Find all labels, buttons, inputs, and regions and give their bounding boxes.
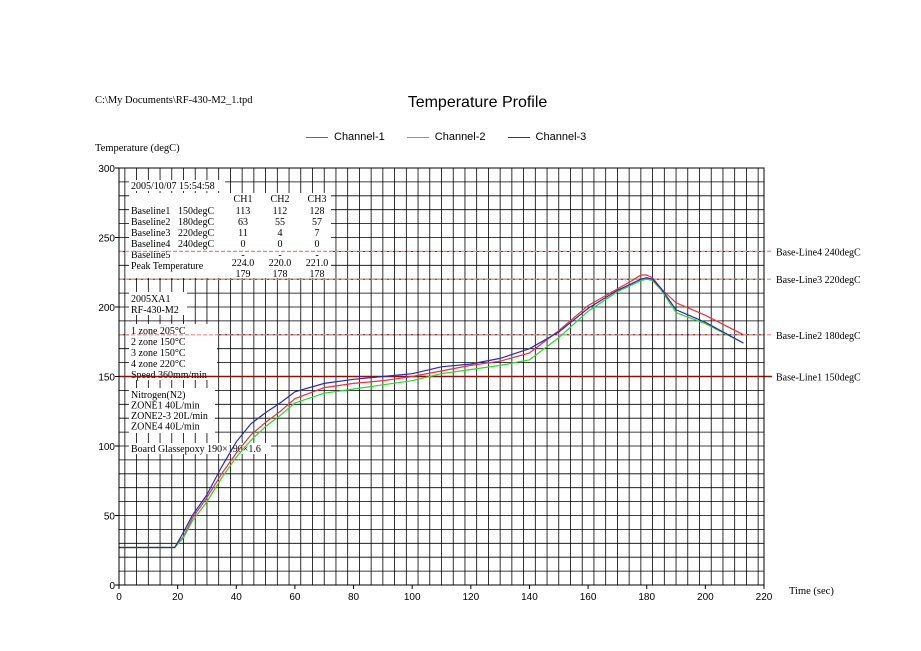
peak-temperature-value: 221.0 <box>306 258 329 269</box>
nitrogen-line: Nitrogen(N2) <box>131 390 185 401</box>
file-path: C:\My Documents\RF-430-M2_1.tpd <box>95 95 253 106</box>
peak-temperature-value: 220.0 <box>269 258 292 269</box>
x-tick-label: 80 <box>348 592 360 603</box>
info-row-value: 55 <box>275 217 285 228</box>
info-row-setting: 150degC <box>178 206 214 217</box>
x-tick-label: 40 <box>231 592 243 603</box>
y-tick-label: 200 <box>98 303 115 314</box>
x-tick-label: 0 <box>116 592 122 603</box>
x-tick-label: 220 <box>756 592 773 603</box>
series-line-channel-3 <box>119 277 744 549</box>
info-row-value: - <box>278 250 281 261</box>
info-row-value: 7 <box>315 228 320 239</box>
info-column-header: CH2 <box>271 194 290 205</box>
y-tick-label: 50 <box>104 512 116 523</box>
baselines: Base-Line1 150degC Base-Line2 180degC Base… <box>119 247 861 384</box>
zone-line: 1 zone 205°C <box>131 326 186 337</box>
nitrogen-line: ZONE1 40L/min <box>131 401 200 412</box>
y-tick-label: 250 <box>98 234 115 245</box>
peak-time-value: 179 <box>236 269 251 280</box>
x-tick-label: 60 <box>289 592 301 603</box>
x-axis-label: Time (sec) <box>789 586 834 597</box>
y-axis-label: Temperature (degC) <box>95 143 180 154</box>
info-row-setting: 220degC <box>178 228 214 239</box>
info-row-value: 112 <box>273 206 288 217</box>
info-row-setting: 180degC <box>178 217 214 228</box>
y-tick-label: 100 <box>98 442 115 453</box>
info-row-label: Baseline1 <box>131 206 170 217</box>
baseline-label: Base-Line4 240degC <box>776 247 861 258</box>
info-row-value: 57 <box>312 217 322 228</box>
info-column-header: CH1 <box>234 194 253 205</box>
baseline-table-bg <box>129 193 331 278</box>
info-row-value: 0 <box>278 239 283 250</box>
x-tick-label: 120 <box>462 592 479 603</box>
x-tick-label: 20 <box>172 592 184 603</box>
zone-line: 4 zone 220°C <box>131 359 186 370</box>
baseline-label: Base-Line2 180degC <box>776 331 861 342</box>
info-row-value: - <box>241 250 244 261</box>
zone-bg <box>129 324 217 380</box>
legend-swatch-channel-1 <box>306 136 328 138</box>
nitrogen-line: ZONE2-3 20L/min <box>131 411 208 422</box>
legend-swatch-channel-2 <box>406 136 429 138</box>
info-row-value: 11 <box>238 228 248 239</box>
info-row-value: 0 <box>315 239 320 250</box>
nitrogen-bg <box>129 388 215 433</box>
chart-legend: Channel-1 Channel-2 Channel-3 <box>306 131 586 143</box>
y-tick-label: 0 <box>109 581 115 592</box>
timestamp-bg <box>129 180 225 191</box>
info-row-value: - <box>315 250 318 261</box>
x-tick-label: 140 <box>521 592 538 603</box>
x-tick-label: 200 <box>697 592 714 603</box>
series-line-channel-2 <box>119 278 744 549</box>
peak-temperature-value: 224.0 <box>232 258 255 269</box>
zone-line: 2 zone 150°C <box>131 337 186 348</box>
data-series <box>119 274 744 549</box>
legend-label-channel-3: Channel-3 <box>535 131 587 143</box>
legend-item-channel-3: Channel-3 <box>507 131 587 143</box>
info-row-value: 63 <box>238 217 248 228</box>
info-row-label: Baseline2 <box>131 217 170 228</box>
info-column-header: CH3 <box>308 194 327 205</box>
legend-swatch-channel-3 <box>507 136 530 138</box>
y-tick-label: 300 <box>98 164 115 175</box>
info-row-setting: 240degC <box>178 239 214 250</box>
peak-temperature-label: Peak Temperature <box>131 261 204 272</box>
machine-line: RF-430-M2 <box>131 305 179 316</box>
board-bg <box>129 443 271 454</box>
legend-label-channel-1: Channel-1 <box>334 131 385 143</box>
nitrogen-line: ZONE4 40L/min <box>131 422 200 433</box>
axis-ticks: 0 20 40 60 80 100 120 140 160 180 200 2200501001502… <box>98 164 772 603</box>
chart-title: Temperature Profile <box>407 94 548 111</box>
info-row-label: Baseline5 <box>131 250 170 261</box>
machine-line: 2005XA1 <box>131 294 170 305</box>
info-timestamp: 2005/10/07 15:54:58 <box>131 181 215 192</box>
machine-bg <box>129 292 187 315</box>
legend-item-channel-2: Channel-2 <box>406 131 486 143</box>
x-tick-label: 180 <box>638 592 655 603</box>
zone-line: 3 zone 150°C <box>131 348 186 359</box>
peak-time-value: 178 <box>273 269 288 280</box>
peak-time-value: 178 <box>310 269 325 280</box>
info-row-value: 4 <box>278 228 283 239</box>
board-line: Board Glassepoxy 190×190×1.6 <box>131 444 261 455</box>
zone-line: Speed 360mm/min <box>131 370 207 381</box>
info-row-label: Baseline3 <box>131 228 170 239</box>
legend-label-channel-2: Channel-2 <box>434 131 486 143</box>
legend-item-channel-1: Channel-1 <box>306 131 385 143</box>
info-row-value: 113 <box>236 206 251 217</box>
y-tick-label: 150 <box>98 373 115 384</box>
baseline-label: Base-Line1 150degC <box>776 373 861 384</box>
baseline-label: Base-Line3 220degC <box>776 275 861 286</box>
x-tick-label: 160 <box>580 592 597 603</box>
x-tick-label: 100 <box>404 592 421 603</box>
info-row-value: 128 <box>310 206 325 217</box>
series-line-channel-1 <box>119 274 744 549</box>
info-panel: 2005/10/07 15:54:58 CH1 CH2 CH3 Baseline1 150… <box>129 180 331 455</box>
info-row-value: 0 <box>241 239 246 250</box>
info-row-label: Baseline4 <box>131 239 170 250</box>
